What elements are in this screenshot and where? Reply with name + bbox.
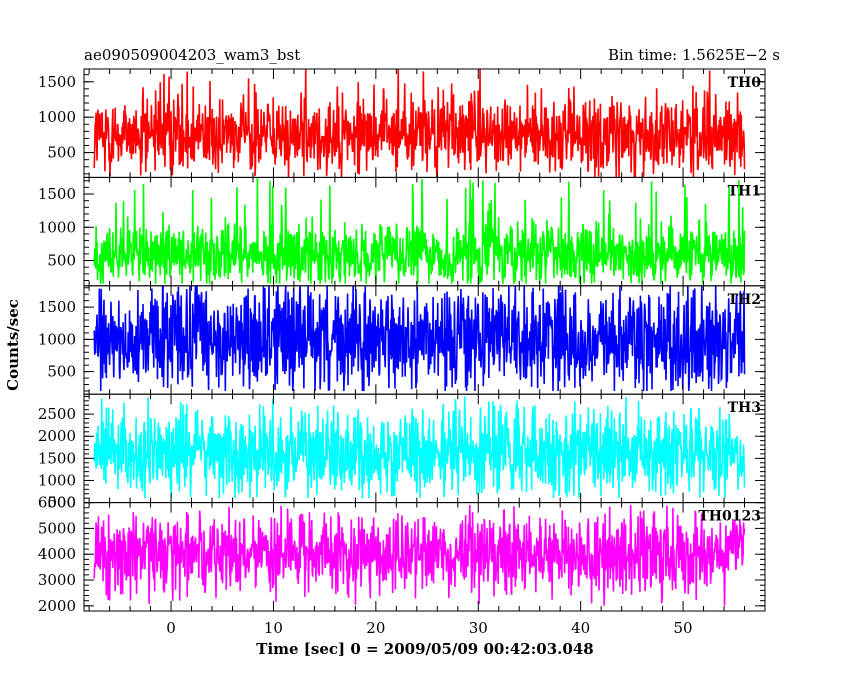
y-tick-label: 4000	[38, 545, 76, 563]
object-name-title: ae090509004203_wam3_bst	[84, 46, 300, 64]
panel-frame	[83, 502, 766, 612]
y-tick-label: 3000	[38, 571, 76, 589]
y-tick-label: 5000	[38, 519, 76, 537]
y-tick-label: 1000	[38, 218, 76, 236]
series-line-th1	[93, 177, 746, 284]
x-tick-label: 30	[469, 619, 488, 637]
x-tick-label: 40	[571, 619, 590, 637]
y-tick-label: 6000	[38, 494, 76, 512]
panel-th0123: 2000 3000 4000 5000 6000 TH0123	[38, 494, 766, 615]
panel-th0: 500 1000 1500 TH0	[38, 68, 766, 178]
y-tick-label: 500	[47, 363, 76, 381]
panel-label-th3: TH3	[728, 400, 761, 416]
y-axis-title: Counts/sec	[4, 299, 22, 391]
panel-label-th1: TH1	[728, 183, 761, 199]
panel-th2: 500 1000 1500 TH2	[38, 285, 766, 395]
y-tick-label: 2000	[38, 427, 76, 445]
y-tick-label: 500	[47, 144, 76, 162]
y-tick-label: 1000	[38, 471, 76, 489]
panel-th3: 500 1000 1500 2000 2500 TH3	[38, 393, 766, 512]
series-line-th0	[93, 69, 746, 178]
y-tick-label: 2000	[38, 597, 76, 615]
series-line-th3	[93, 396, 746, 499]
panel-label-th0: TH0	[728, 75, 762, 91]
x-tick-label: 0	[166, 619, 176, 637]
x-axis-title: Time [sec] 0 = 2009/05/09 00:42:03.048	[256, 640, 593, 658]
bin-time-label: Bin time: 1.5625E−2 s	[608, 46, 780, 64]
y-tick-label: 1500	[38, 449, 76, 467]
y-tick-label: 1000	[38, 108, 76, 126]
panels-group: 500 1000 1500 TH0 500 1000 1500 TH1 500 1000 1500 T…	[38, 68, 766, 615]
x-tick-label: 20	[366, 619, 385, 637]
panel-th1: 500 1000 1500 TH1	[38, 176, 766, 287]
y-tick-label: 2500	[38, 405, 76, 423]
panel-label-th0123: TH0123	[698, 509, 761, 525]
y-tick-label: 1000	[38, 330, 76, 348]
x-tick-label: 50	[674, 619, 693, 637]
x-axis: 0 10 20 30 40 50	[166, 619, 692, 637]
series-line-th2	[93, 285, 746, 392]
y-tick-label: 1500	[38, 73, 76, 91]
x-tick-label: 10	[264, 619, 283, 637]
series-line-th0123	[93, 505, 746, 606]
y-tick-label: 1500	[38, 298, 76, 316]
y-tick-label: 500	[47, 494, 76, 512]
y-tick-label: 500	[47, 252, 76, 270]
panel-label-th2: TH2	[728, 292, 761, 308]
y-tick-label: 1500	[38, 185, 76, 203]
